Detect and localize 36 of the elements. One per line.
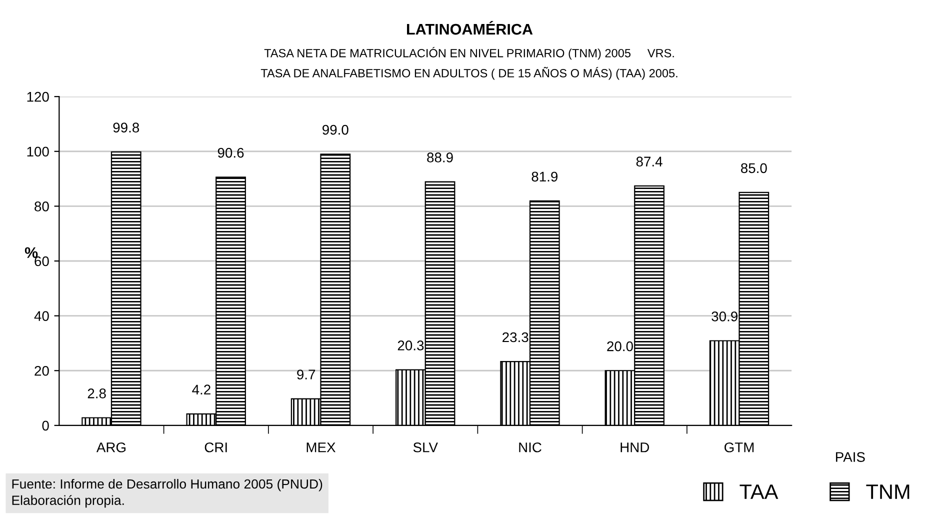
x-tick-label: GTM (724, 442, 754, 452)
y-tick-label: 40 (34, 311, 49, 321)
text: Elaboración propia. (12, 495, 124, 508)
data-label: 30.9 (712, 312, 738, 322)
data-label: 23.3 (502, 332, 528, 342)
y-axis-title: % (24, 247, 38, 258)
x-tick-label: HND (620, 442, 650, 452)
data-label: 87.4 (636, 156, 662, 166)
x-tick-label: ARG (96, 442, 126, 452)
data-label: 2.8 (88, 388, 106, 398)
y-tick-label: 100 (27, 146, 49, 157)
chart-subtitle: TASA NETA DE MATRICULACIÓN EN NIVEL PRIMARIO (TNM) 2005 VRS. TASA DE ANALFABETISMO EN ADULTOS ( DE 15 AÑOS O MÁS) (TAA) 2005. (260, 46, 678, 80)
y-tick-label: 60 (34, 256, 49, 266)
x-tick-label: CRI (204, 442, 227, 452)
x-axis-title: PAIS (836, 452, 865, 462)
data-label: 4.2 (192, 384, 210, 394)
data-label: 9.7 (297, 370, 316, 380)
y-tick-label: 80 (34, 202, 49, 212)
data-label: 99.0 (322, 124, 348, 135)
x-tick-label: NIC (519, 442, 542, 452)
y-tick-label: 20 (34, 366, 49, 376)
data-label: 20.0 (607, 341, 633, 352)
data-label: 88.9 (427, 152, 453, 162)
source-note: Fuente: Informe de Desarrollo Humano 2005 (PNUD) (12, 478, 322, 492)
legend-label: TAA (740, 484, 778, 499)
x-tick-label: SLV (413, 442, 438, 452)
y-tick-label: 120 (27, 92, 49, 102)
legend-label: TNM (866, 484, 910, 499)
x-tick-label: MEX (306, 442, 336, 452)
data-label: 99.8 (113, 122, 140, 133)
data-label: 90.6 (218, 148, 244, 158)
data-label: 81.9 (532, 172, 558, 182)
chart-title: LATINOAMÉRICA (407, 21, 533, 35)
y-tick-label: 0 (42, 420, 49, 431)
data-label: 85.0 (741, 163, 767, 174)
data-label: 20.3 (398, 340, 424, 350)
